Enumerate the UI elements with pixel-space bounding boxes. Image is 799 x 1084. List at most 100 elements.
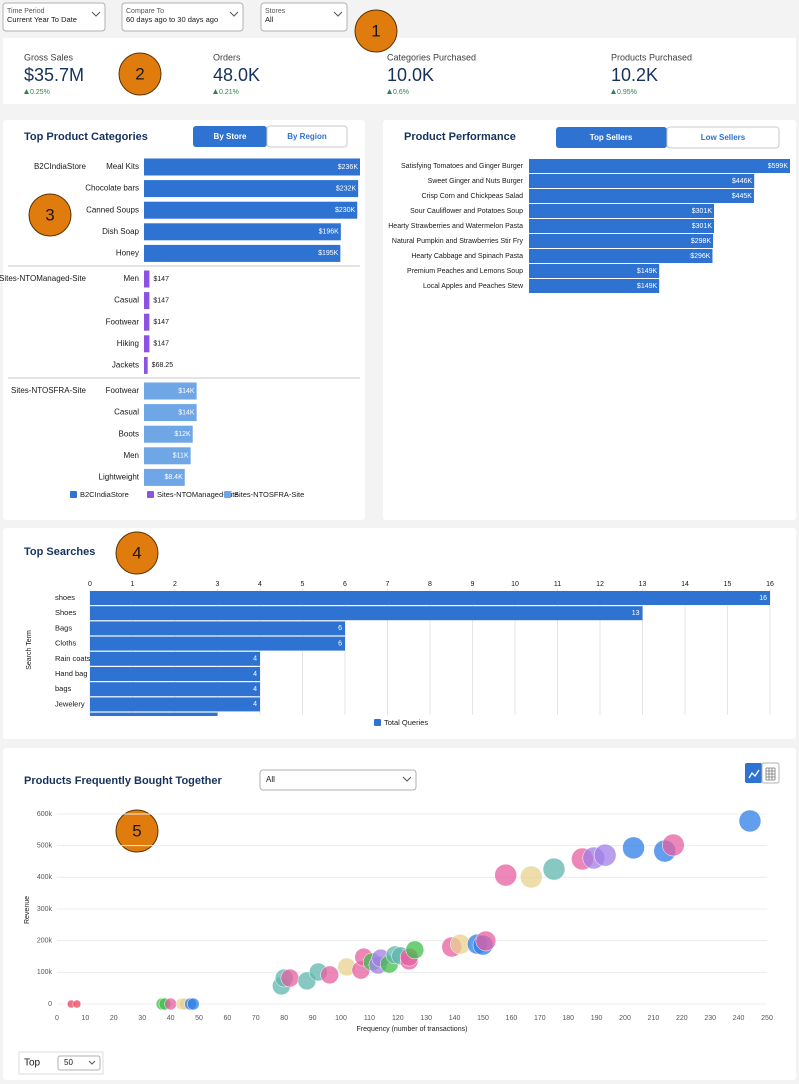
callout-number: 1: [371, 21, 380, 40]
bar: [144, 244, 341, 262]
value-label: $14K: [178, 409, 195, 416]
filter-dropdown[interactable]: [2, 2, 106, 32]
value-label: 4: [253, 686, 257, 693]
bar: [144, 425, 193, 443]
category-label: Satisfying Tomatoes and Ginger Burger: [401, 163, 524, 170]
y-tick-label: 300k: [37, 906, 53, 913]
bar: [529, 264, 660, 278]
value-label: 4: [253, 656, 257, 663]
value-label: $236K: [338, 164, 359, 171]
value-label: $196K: [319, 229, 340, 236]
value-label: $147: [153, 276, 169, 283]
toggle-button[interactable]: [556, 127, 667, 148]
value-label: 4: [253, 671, 257, 678]
group-label: Sites-NTOSFRA-Site: [11, 386, 87, 395]
toggle-button[interactable]: [193, 126, 267, 147]
bar: [144, 223, 341, 241]
x-tick-label: 2: [173, 581, 177, 588]
legend-label: Sites-NTOManaged-Site: [157, 490, 239, 499]
up-arrow: [24, 89, 29, 94]
kpi-label: Orders: [213, 52, 241, 62]
category-label: Men: [123, 451, 139, 460]
x-tick-label: 16: [766, 581, 774, 588]
category-label: Canned Soups: [86, 205, 139, 214]
kpi-label: Categories Purchased: [387, 52, 476, 62]
value-label: $232K: [336, 185, 357, 192]
x-tick-label: 210: [648, 1015, 660, 1022]
toggle-button[interactable]: [666, 126, 780, 149]
category-label: Footwear: [106, 386, 140, 395]
bar: [144, 201, 358, 219]
up-arrow: [387, 89, 392, 94]
bubble: [662, 833, 685, 857]
kpi-value: 10.0K: [387, 65, 434, 85]
filter-dropdown[interactable]: [121, 2, 244, 32]
bar: [144, 335, 150, 353]
x-tick-label: 11: [554, 581, 561, 588]
bubble: [593, 843, 617, 867]
x-tick-label: 80: [280, 1015, 288, 1022]
category-label: Sour Cauliflower and Potatoes Soup: [410, 208, 523, 215]
value-label: $446K: [732, 178, 753, 185]
filter-label: Time Period: [7, 8, 45, 15]
bar: [90, 667, 260, 681]
y-tick-label: 200k: [37, 938, 53, 945]
value-label: $149K: [637, 268, 658, 275]
bar: [90, 636, 345, 651]
filter-value: 60 days ago to 30 days ago: [126, 15, 218, 24]
bar: [144, 382, 197, 400]
x-tick-label: 30: [138, 1015, 146, 1022]
chevron: [402, 776, 412, 782]
chevron: [229, 11, 239, 17]
bubble: [738, 809, 762, 833]
toggle-button[interactable]: [266, 125, 348, 148]
x-tick-label: 130: [420, 1015, 432, 1022]
value-label: $301K: [692, 223, 713, 230]
kpi-value: $35.7M: [24, 65, 84, 85]
x-tick-label: 20: [110, 1015, 118, 1022]
top-value: 50: [64, 1058, 73, 1067]
chevron: [333, 11, 343, 17]
category-label: Footwear: [106, 317, 140, 326]
filter-dropdown[interactable]: [260, 2, 348, 32]
filter-label: Compare To: [126, 8, 164, 15]
x-tick-label: 0: [55, 1015, 59, 1022]
y-tick-label: 400k: [37, 874, 53, 881]
chart-view-button[interactable]: [745, 763, 762, 783]
bar: [144, 404, 197, 422]
category-label: Dish Soap: [102, 227, 139, 236]
x-tick-label: 240: [733, 1015, 745, 1022]
bar: [144, 180, 359, 198]
bubble: [494, 863, 517, 887]
callout-number: 4: [132, 543, 141, 562]
category-label: Men: [123, 274, 139, 283]
x-tick-label: 250: [761, 1015, 773, 1022]
x-tick-label: 0: [88, 581, 92, 588]
chevron: [88, 1060, 96, 1065]
top-dropdown[interactable]: [57, 1055, 101, 1071]
x-tick-label: 4: [258, 581, 262, 588]
bar: [529, 159, 790, 173]
bubble: [320, 965, 339, 985]
category-label: Hiking: [117, 339, 139, 348]
filter-dropdown[interactable]: [259, 769, 417, 791]
categories-panel: [3, 120, 365, 520]
category-label: Local Apples and Peaches Stew: [423, 283, 524, 290]
value-label: $296K: [690, 253, 711, 260]
x-tick-label: 1: [131, 581, 135, 588]
bar: [144, 292, 150, 310]
category-label: Rain coats: [55, 654, 91, 663]
bar: [144, 313, 150, 331]
callout-badge: [115, 809, 159, 853]
category-label: Honey: [116, 249, 139, 258]
bubble: [475, 930, 497, 952]
value-label: 6: [338, 625, 342, 632]
x-tick-label: 10: [511, 581, 519, 588]
category-label: Jewelery: [55, 699, 85, 708]
x-tick-label: 60: [224, 1015, 232, 1022]
y-tick-label: 600k: [37, 811, 53, 818]
value-label: $14K: [178, 388, 195, 395]
category-label: Bags: [55, 623, 72, 632]
kpi-value: 10.2K: [611, 65, 658, 85]
x-tick-label: 200: [619, 1015, 631, 1022]
